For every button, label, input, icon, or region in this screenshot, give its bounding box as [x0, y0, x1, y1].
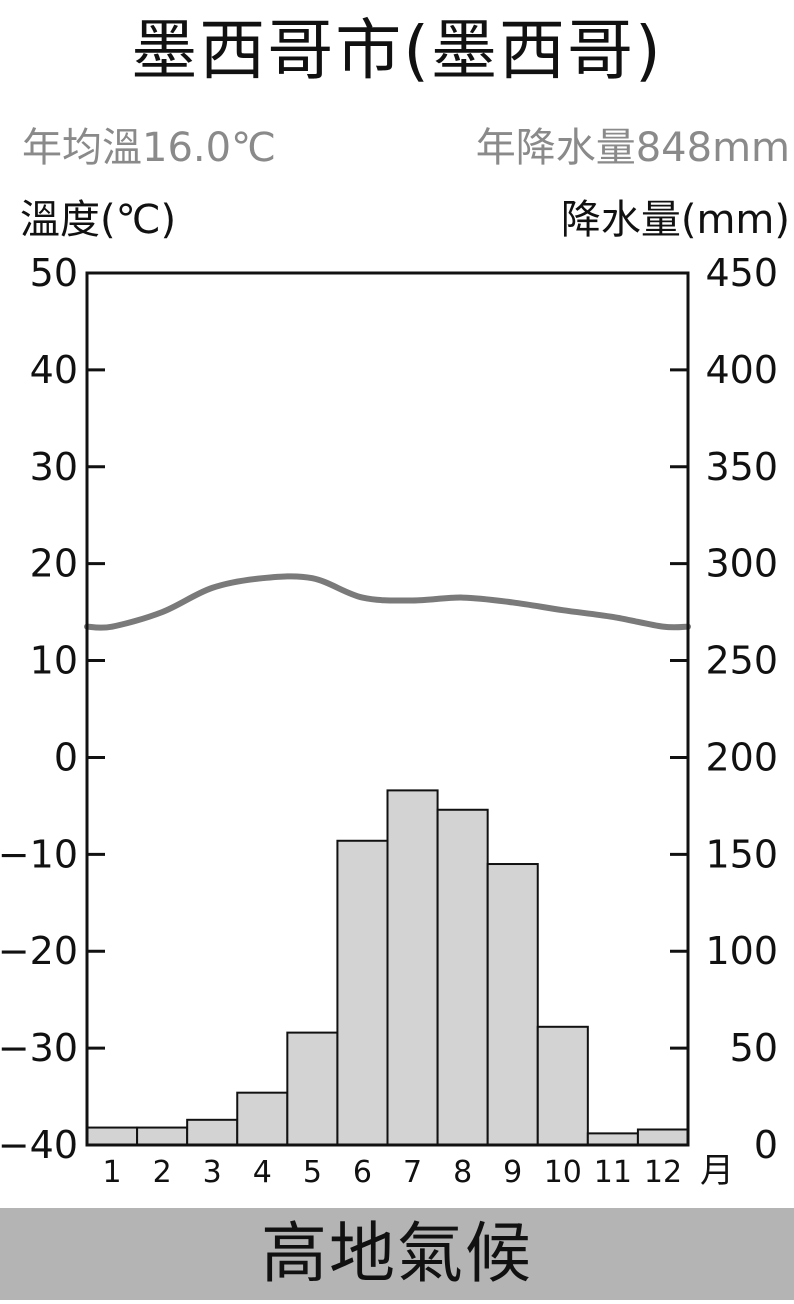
right-tick-label: 450: [705, 251, 778, 295]
x-axis-ticks: 1 2 3 4 5 6 7 8 9 10 11 12: [102, 1155, 682, 1190]
left-tick-label: 50: [30, 251, 78, 295]
month-label-1: 1: [102, 1155, 121, 1190]
right-tick-label: 150: [705, 832, 778, 876]
left-tick-label: −10: [0, 832, 78, 876]
precip-bar-3: [186, 1118, 239, 1146]
right-tick-label: 100: [705, 929, 778, 973]
right-tick-label: 350: [705, 445, 778, 489]
month-label-3: 3: [203, 1155, 222, 1190]
precip-bar-10: [536, 1025, 589, 1146]
right-tick-label: 400: [705, 348, 778, 392]
climate-type-banner: 高地氣候: [0, 1208, 794, 1300]
month-label-4: 4: [253, 1155, 272, 1190]
plot-frame: [85, 271, 690, 1147]
left-axis-label: 溫度(℃): [20, 197, 177, 243]
precip-bar-6: [336, 839, 389, 1146]
precipitation-bars: [86, 789, 690, 1147]
precip-bar-4: [236, 1091, 289, 1147]
month-label-9: 9: [503, 1155, 522, 1190]
left-tick-label: −40: [0, 1123, 78, 1167]
precip-bar-12: [636, 1128, 690, 1147]
precip-bar-7: [386, 789, 439, 1146]
left-tick-label: 30: [30, 445, 78, 489]
x-axis-unit: 月: [700, 1151, 734, 1191]
month-label-7: 7: [403, 1155, 422, 1190]
temperature-line: [84, 573, 691, 631]
left-tick-label: −20: [0, 929, 78, 973]
chart-title: 墨西哥市(墨西哥): [131, 12, 663, 89]
annual-temperature: 年均溫16.0℃: [22, 125, 276, 171]
precip-bar-8: [436, 808, 489, 1147]
left-tick-label: 40: [30, 348, 78, 392]
annual-precipitation: 年降水量848mm: [475, 125, 790, 171]
month-label-5: 5: [303, 1155, 322, 1190]
right-tick-label: 200: [705, 735, 778, 779]
month-label-11: 11: [594, 1155, 632, 1190]
left-tick-label: 10: [30, 639, 78, 683]
month-label-8: 8: [453, 1155, 472, 1190]
month-label-12: 12: [644, 1155, 682, 1190]
month-label-2: 2: [153, 1155, 172, 1190]
left-tick-label: −30: [0, 1026, 78, 1070]
month-label-10: 10: [544, 1155, 582, 1190]
right-tick-label: 0: [754, 1123, 778, 1167]
left-tick-label: 20: [30, 542, 78, 586]
precip-bar-1: [86, 1126, 139, 1147]
left-tick-label: 0: [54, 735, 78, 779]
right-axis-label: 降水量(mm): [560, 197, 790, 243]
right-tick-label: 300: [705, 542, 778, 586]
precip-bar-2: [136, 1126, 189, 1147]
month-label-6: 6: [353, 1155, 372, 1190]
right-tick-label: 250: [705, 639, 778, 683]
precip-bar-9: [486, 863, 539, 1146]
precip-bar-5: [286, 1031, 339, 1146]
precip-bar-11: [586, 1132, 639, 1146]
right-tick-label: 50: [730, 1026, 778, 1070]
right-axis-ticks: 450 400 350 300 250 200 150 100 50 0: [670, 251, 778, 1167]
left-axis-ticks: 50 40 30 20 10 0 −10 −20 −30 −40: [0, 251, 105, 1167]
